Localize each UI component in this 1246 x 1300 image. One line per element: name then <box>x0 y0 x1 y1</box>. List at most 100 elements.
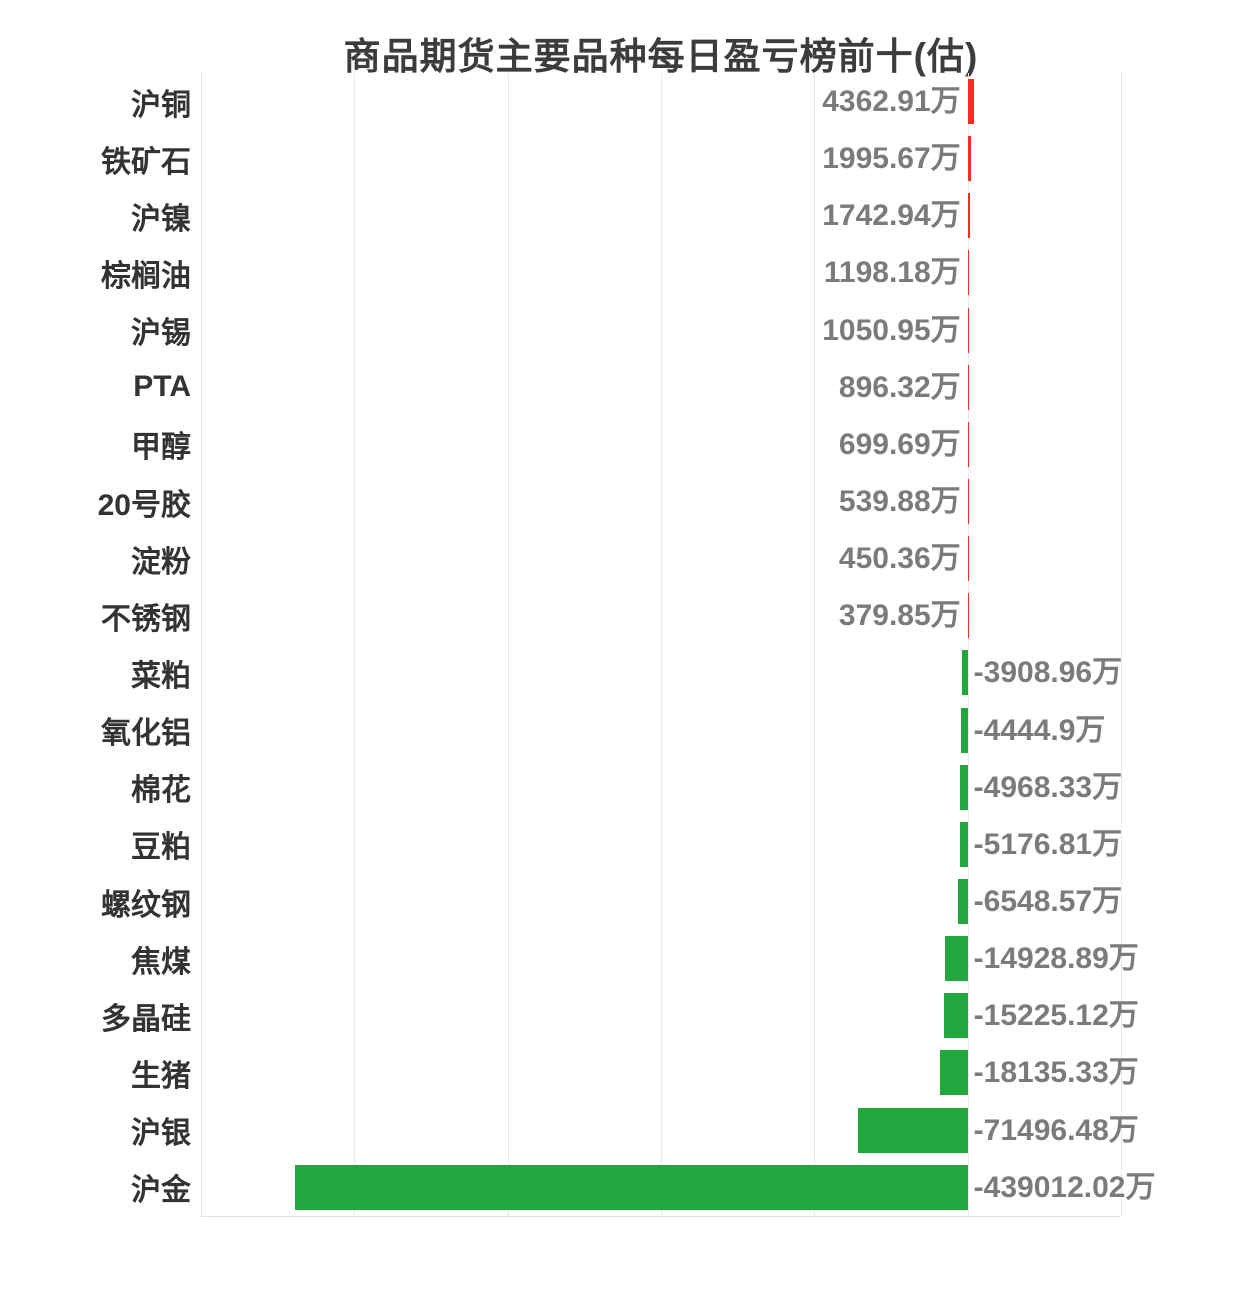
grid-layer <box>201 73 1122 1217</box>
positive-bar <box>967 478 970 524</box>
value-label: -18135.33万 <box>973 1056 1139 1090</box>
value-label: 379.85万 <box>838 599 961 633</box>
positive-bar <box>967 79 975 124</box>
category-label: 沪铜 <box>131 88 191 122</box>
bar-row: 沪锡 1050.95万 <box>0 302 1246 359</box>
bar-row: 多晶硅 -15225.12万 <box>0 987 1246 1044</box>
positive-bar <box>967 593 970 639</box>
row-plot: -14928.89万 <box>201 930 1139 987</box>
value-label: 450.36万 <box>838 542 961 576</box>
bar-row: 不锈钢 379.85万 <box>0 587 1246 644</box>
bar-row: 菜粕 -3908.96万 <box>0 644 1246 701</box>
value-label: -3908.96万 <box>973 656 1123 690</box>
chart-body: 沪铜 4362.91万铁矿石 1995.67万沪镍 1742.94万棕榈油 1198.1… <box>0 73 1246 1217</box>
value-label: 699.69万 <box>838 427 961 461</box>
bar-row: 沪银 -71496.48万 <box>0 1102 1246 1159</box>
value-label: -14928.89万 <box>973 942 1139 976</box>
value-label: 539.88万 <box>838 484 961 518</box>
category-label: 沪镍 <box>131 202 191 236</box>
gridline <box>967 73 969 1216</box>
bar-row: 螺纹钢 -6548.57万 <box>0 873 1246 930</box>
negative-bar <box>957 878 968 924</box>
row-plot: 699.69万 <box>201 416 1121 473</box>
category-label: 淀粉 <box>131 545 191 579</box>
value-label: -71496.48万 <box>973 1113 1139 1147</box>
row-plot: -4968.33万 <box>201 759 1123 816</box>
category-label: 沪银 <box>131 1117 191 1151</box>
category-label: 不锈钢 <box>101 602 191 636</box>
row-plot: -71496.48万 <box>201 1102 1139 1159</box>
row-plot: -3908.96万 <box>201 644 1123 701</box>
bar-row: 淀粉 450.36万 <box>0 530 1246 587</box>
value-label: -15225.12万 <box>973 999 1139 1033</box>
bar-row: 豆粕 -5176.81万 <box>0 816 1246 873</box>
value-label: 4362.91万 <box>822 85 961 118</box>
row-plot: -6548.57万 <box>201 873 1123 930</box>
row-plot: -18135.33万 <box>201 1044 1139 1101</box>
value-label: 1995.67万 <box>822 142 961 176</box>
category-label: 生猪 <box>131 1059 191 1093</box>
row-plot: 539.88万 <box>201 473 1121 530</box>
bar-row: 沪金 -439012.02万 <box>0 1159 1246 1216</box>
negative-bar <box>858 1107 968 1153</box>
category-label: 棉花 <box>131 774 191 808</box>
gridline <box>661 73 662 1216</box>
bar-row: 生猪 -18135.33万 <box>0 1044 1246 1101</box>
positive-bar <box>967 421 970 467</box>
value-label: -5176.81万 <box>973 827 1123 861</box>
category-label: 铁矿石 <box>101 145 191 179</box>
bar-row: 沪铜 4362.91万 <box>0 73 1246 130</box>
positive-bar <box>967 250 970 296</box>
gridline <box>814 73 816 1216</box>
bar-row: 甲醇 699.69万 <box>0 416 1246 473</box>
bar-row: 氧化铝 -4444.9万 <box>0 702 1246 759</box>
row-plot: 1742.94万 <box>201 187 1121 244</box>
negative-bar <box>939 1050 968 1096</box>
bar-row: 铁矿石 1995.67万 <box>0 130 1246 187</box>
bar-row: 焦煤 -14928.89万 <box>0 930 1246 987</box>
bar-row: 棉花 -4968.33万 <box>0 759 1246 816</box>
bar-row: 20号胶 539.88万 <box>0 473 1246 530</box>
category-label: 20号胶 <box>97 488 191 522</box>
category-label: 沪金 <box>131 1174 191 1208</box>
row-plot: 896.32万 <box>201 359 1121 416</box>
row-plot: -15225.12万 <box>201 987 1139 1044</box>
row-plot: 379.85万 <box>201 587 1121 644</box>
category-label: 甲醇 <box>131 431 191 465</box>
category-label: 豆粕 <box>131 831 191 865</box>
bar-row: 棕榈油 1198.18万 <box>0 244 1246 301</box>
row-plot: 1050.95万 <box>201 302 1121 359</box>
row-plot: -439012.02万 <box>201 1159 1155 1216</box>
gridline <box>1121 73 1122 1216</box>
gridline <box>201 73 202 1216</box>
value-label: 1198.18万 <box>823 256 961 290</box>
positive-bar <box>967 364 970 410</box>
value-label: 896.32万 <box>838 370 961 404</box>
category-label: 螺纹钢 <box>101 888 191 922</box>
value-label: 1050.95万 <box>822 313 961 347</box>
category-label: 多晶硅 <box>101 1002 191 1036</box>
row-plot: 4362.91万 <box>201 73 1121 130</box>
value-label: -439012.02万 <box>973 1170 1156 1204</box>
category-label: 焦煤 <box>131 945 191 979</box>
gridline <box>507 73 509 1216</box>
positive-bar <box>967 307 970 353</box>
value-label: 1742.94万 <box>822 199 961 233</box>
negative-bar <box>960 707 968 753</box>
bar-row: 沪镍 1742.94万 <box>0 187 1246 244</box>
value-label: -4968.33万 <box>973 770 1123 804</box>
row-plot: -5176.81万 <box>201 816 1123 873</box>
category-label: PTA <box>133 370 191 404</box>
positive-bar <box>967 136 971 182</box>
negative-bar <box>944 993 968 1039</box>
bar-row: PTA 896.32万 <box>0 359 1246 416</box>
category-label: 菜粕 <box>131 659 191 693</box>
chart-title: 商品期货主要品种每日盈亏榜前十(估) <box>343 36 979 77</box>
negative-bar <box>961 650 968 696</box>
negative-bar <box>294 1164 968 1210</box>
chart-rows: 沪铜 4362.91万铁矿石 1995.67万沪镍 1742.94万棕榈油 1198.1… <box>0 73 1246 1216</box>
value-label: -6548.57万 <box>973 884 1123 918</box>
negative-bar <box>960 764 968 810</box>
value-label: -4444.9万 <box>973 713 1106 747</box>
